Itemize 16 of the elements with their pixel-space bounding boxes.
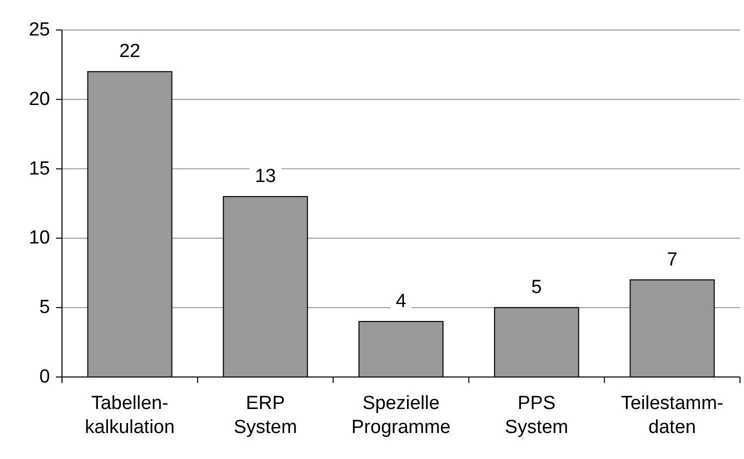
data-label: 13 (254, 166, 276, 188)
y-tick-label: 15 (28, 158, 50, 180)
y-tick-label: 10 (28, 228, 50, 249)
data-label: 7 (666, 249, 678, 270)
y-tick-label: 25 (28, 20, 50, 40)
x-tick-label: Spezielle Programme (351, 393, 451, 438)
y-tick-label: 0 (39, 366, 50, 388)
data-label: 22 (119, 41, 140, 62)
y-tick-label: 20 (28, 88, 50, 110)
x-tick-label: ERP System (234, 393, 298, 438)
data-label: 5 (531, 277, 542, 298)
x-tick-label: Teilestamm- daten (620, 393, 724, 438)
x-tick-label: Tabellen- kalkulation (84, 393, 175, 438)
data-label: 4 (396, 290, 407, 312)
y-tick-label: 5 (39, 297, 50, 318)
x-tick-label: PPS System (504, 393, 568, 438)
